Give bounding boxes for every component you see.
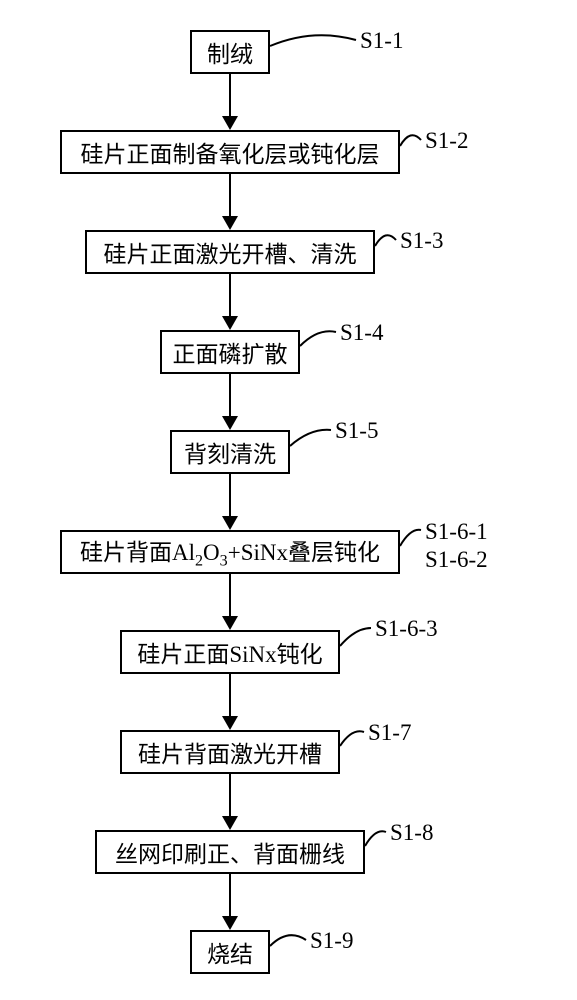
arrow-line	[229, 174, 231, 218]
step-label-s7: S1-6-3	[375, 616, 438, 642]
step-box-s2: 硅片正面制备氧化层或钝化层	[60, 130, 400, 174]
arrow-line	[229, 674, 231, 718]
arrow-head-icon	[222, 516, 238, 530]
arrow-line	[229, 874, 231, 918]
step-text: 丝网印刷正、背面栅线	[115, 835, 345, 869]
step-text: 烧结	[207, 935, 253, 969]
step-text: 硅片正面制备氧化层或钝化层	[81, 135, 380, 169]
arrow-line	[229, 74, 231, 118]
step-box-s1: 制绒	[190, 30, 270, 74]
arrow-line	[229, 274, 231, 318]
step-label-s5: S1-5	[335, 418, 378, 444]
step-box-s4: 正面磷扩散	[160, 330, 300, 374]
arrow-head-icon	[222, 216, 238, 230]
step-box-s8: 硅片背面激光开槽	[120, 730, 340, 774]
arrow-line	[229, 374, 231, 418]
step-text: 正面磷扩散	[173, 335, 288, 369]
step-label-s10: S1-9	[310, 928, 353, 954]
step-text: 硅片正面激光开槽、清洗	[104, 235, 357, 269]
step-text: 硅片背面Al2O3+SiNx叠层钝化	[80, 533, 380, 571]
step-label-s8: S1-7	[368, 720, 411, 746]
step-box-s6: 硅片背面Al2O3+SiNx叠层钝化	[60, 530, 400, 574]
step-box-s9: 丝网印刷正、背面栅线	[95, 830, 365, 874]
step-label-s3: S1-3	[400, 228, 443, 254]
step-text: 硅片正面SiNx钝化	[137, 635, 322, 669]
step-label-s2: S1-2	[425, 128, 468, 154]
step-box-s7: 硅片正面SiNx钝化	[120, 630, 340, 674]
step-box-s5: 背刻清洗	[170, 430, 290, 474]
arrow-head-icon	[222, 316, 238, 330]
step-text: 硅片背面激光开槽	[138, 735, 322, 769]
arrow-head-icon	[222, 416, 238, 430]
step-label-s1: S1-1	[360, 28, 403, 54]
step-label-s4: S1-4	[340, 320, 383, 346]
arrow-head-icon	[222, 816, 238, 830]
step-text: 制绒	[207, 35, 253, 69]
step-box-s10: 烧结	[190, 930, 270, 974]
arrow-head-icon	[222, 616, 238, 630]
arrow-head-icon	[222, 916, 238, 930]
arrow-head-icon	[222, 116, 238, 130]
step-label-s6: S1-6-1 S1-6-2	[425, 518, 488, 573]
arrow-head-icon	[222, 716, 238, 730]
arrow-line	[229, 474, 231, 518]
step-box-s3: 硅片正面激光开槽、清洗	[85, 230, 375, 274]
step-label-s9: S1-8	[390, 820, 433, 846]
arrow-line	[229, 574, 231, 618]
step-text: 背刻清洗	[184, 435, 276, 469]
arrow-line	[229, 774, 231, 818]
